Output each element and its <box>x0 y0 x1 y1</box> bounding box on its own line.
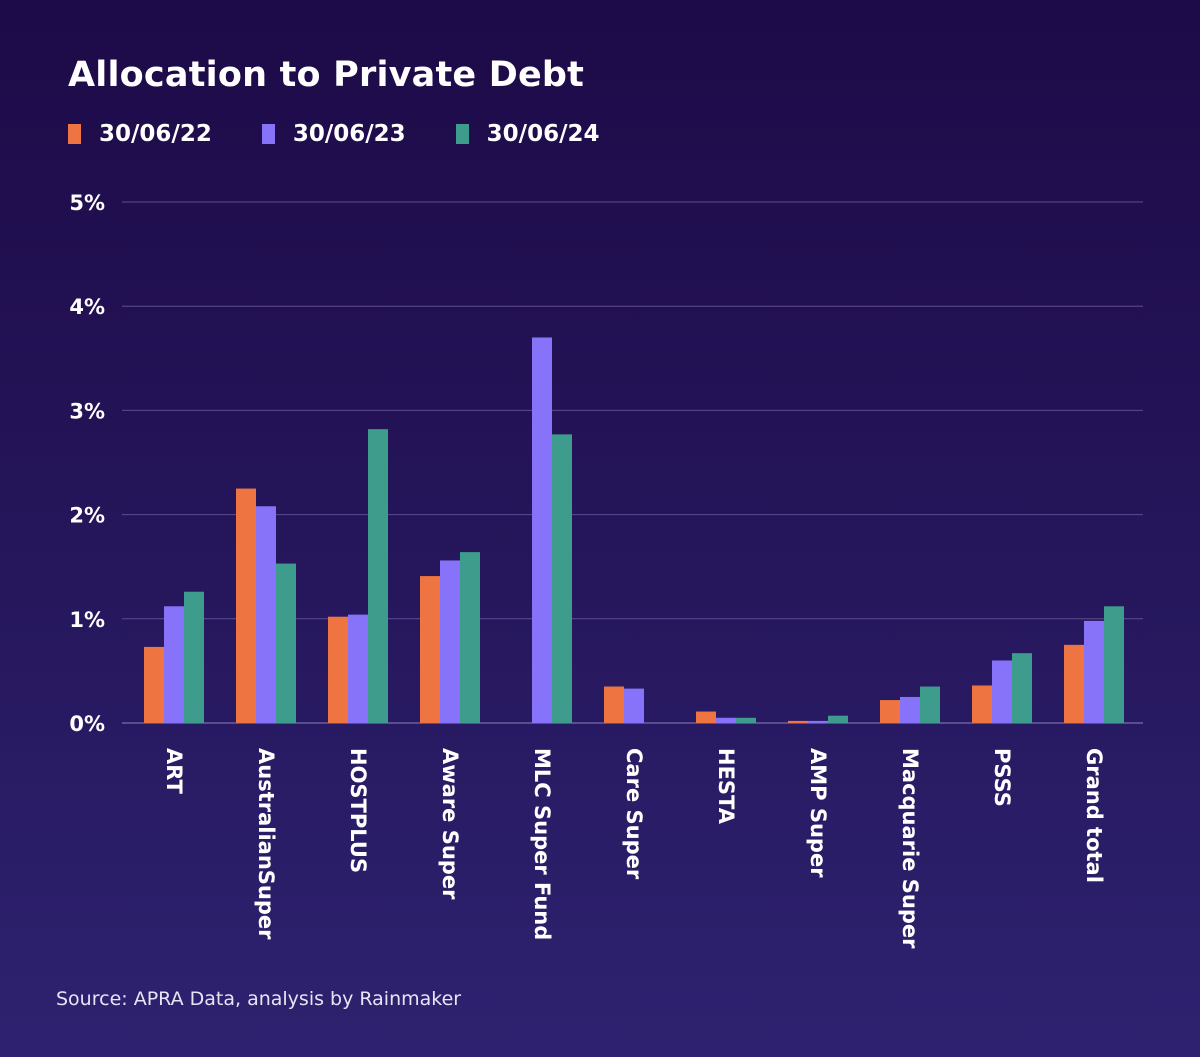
bar-amp-super-30-06-24 <box>828 715 848 723</box>
bar-art-30-06-22 <box>144 646 164 723</box>
legend-item-2024: 30/06/24 <box>455 121 600 147</box>
bar-hostplus-30-06-23 <box>348 614 368 723</box>
bar-hostplus-30-06-22 <box>328 616 348 723</box>
bar-hesta-30-06-24 <box>736 717 756 723</box>
legend-swatch-2022 <box>68 124 81 144</box>
bar-aware-super-30-06-24 <box>460 552 480 723</box>
chart-legend: 30/06/22 30/06/23 30/06/24 <box>68 121 649 147</box>
bar-aware-super-30-06-22 <box>420 576 440 723</box>
bar-hesta-30-06-22 <box>696 711 716 723</box>
bar-aware-super-30-06-23 <box>440 560 460 723</box>
bar-grand-total-30-06-23 <box>1084 620 1104 723</box>
chart-title: Allocation to Private Debt <box>68 55 585 95</box>
bar-psss-30-06-23 <box>992 660 1012 723</box>
x-tick-label: Grand total <box>1082 748 1106 883</box>
bar-australiansuper-30-06-24 <box>276 563 296 723</box>
x-tick-label: AMP Super <box>806 748 830 878</box>
legend-swatch-2023 <box>261 124 275 144</box>
bar-mlc-super-fund-30-06-23 <box>532 337 552 723</box>
x-tick-label: Care Super <box>622 748 646 880</box>
y-tick-label: 1% <box>69 608 105 632</box>
bar-macquarie-super-30-06-24 <box>920 686 940 723</box>
bar-amp-super-30-06-22 <box>788 720 808 723</box>
source-note: Source: APRA Data, analysis by Rainmaker <box>56 988 462 1010</box>
x-tick-label: Macquarie Super <box>898 748 922 949</box>
x-tick-label: PSSS <box>990 748 1014 807</box>
x-tick-label: AustralianSuper <box>254 748 278 940</box>
bar-macquarie-super-30-06-23 <box>900 696 920 723</box>
legend-label-2024: 30/06/24 <box>486 121 600 147</box>
bar-mlc-super-fund-30-06-24 <box>552 434 572 723</box>
bar-psss-30-06-22 <box>972 685 992 723</box>
x-tick-label: HOSTPLUS <box>346 748 370 873</box>
legend-label-2022: 30/06/22 <box>99 121 212 147</box>
y-tick-label: 2% <box>69 504 105 528</box>
bar-care-super-30-06-23 <box>624 688 644 723</box>
bar-art-30-06-23 <box>164 606 184 723</box>
bar-psss-30-06-24 <box>1012 653 1032 723</box>
legend-swatch-2024 <box>455 124 469 144</box>
legend-label-2023: 30/06/23 <box>292 121 406 147</box>
x-tick-label: HESTA <box>714 748 738 825</box>
bar-macquarie-super-30-06-22 <box>880 700 900 723</box>
legend-item-2023: 30/06/23 <box>261 121 406 147</box>
bar-hesta-30-06-23 <box>716 717 736 723</box>
y-tick-label: 4% <box>69 295 105 319</box>
x-tick-label: ART <box>162 748 186 794</box>
bar-grand-total-30-06-22 <box>1064 644 1084 723</box>
bar-care-super-30-06-22 <box>604 686 624 723</box>
bar-hostplus-30-06-24 <box>368 429 388 723</box>
bar-australiansuper-30-06-23 <box>256 506 276 723</box>
bar-art-30-06-24 <box>184 591 204 723</box>
x-tick-label: Aware Super <box>438 748 462 900</box>
y-tick-label: 0% <box>69 712 105 736</box>
y-tick-label: 3% <box>69 399 105 423</box>
x-tick-label: MLC Super Fund <box>530 748 554 940</box>
y-tick-label: 5% <box>69 191 105 215</box>
legend-item-2022: 30/06/22 <box>68 121 212 147</box>
bar-amp-super-30-06-23 <box>808 720 828 723</box>
bar-grand-total-30-06-24 <box>1104 606 1124 723</box>
bar-australiansuper-30-06-22 <box>236 488 256 723</box>
